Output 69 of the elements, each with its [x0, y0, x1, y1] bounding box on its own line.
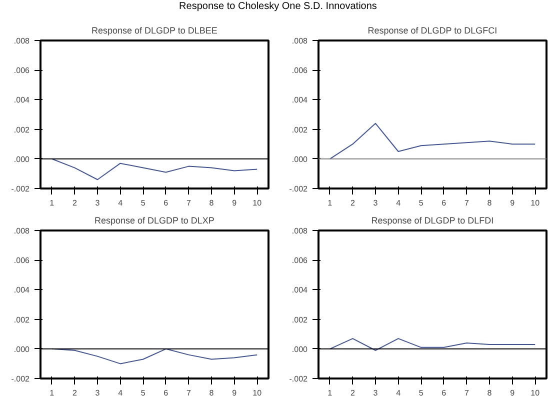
y-tick-label: .004 — [292, 286, 308, 295]
x-tick-label: 3 — [373, 198, 378, 208]
y-tick-label: .008 — [14, 226, 30, 236]
y-tick-label: -.002 — [289, 184, 308, 194]
x-tick-label: 9 — [232, 198, 238, 208]
x-tick-label: 10 — [530, 198, 540, 208]
x-tick-label: 10 — [530, 388, 540, 398]
chart-title: Response of DLGDP to DLXP — [94, 216, 214, 226]
x-tick-label: 10 — [252, 198, 262, 208]
x-tick-label: 8 — [209, 198, 214, 208]
y-tick-label: .008 — [292, 226, 308, 236]
x-tick-label: 5 — [140, 198, 146, 208]
y-tick-label: .004 — [14, 96, 30, 105]
y-tick-label: .008 — [14, 36, 30, 46]
x-tick-label: 3 — [95, 388, 100, 398]
x-tick-label: 9 — [510, 388, 516, 398]
x-tick-label: 10 — [252, 388, 262, 398]
y-tick-label: .006 — [14, 66, 30, 76]
x-tick-label: 1 — [50, 198, 55, 208]
x-tick-label: 6 — [164, 388, 169, 398]
y-tick-label: .002 — [292, 125, 308, 134]
x-tick-label: 8 — [209, 388, 214, 398]
chart-title: Response of DLGDP to DLGFCI — [368, 26, 498, 36]
x-tick-label: 7 — [186, 388, 192, 398]
x-tick-label: 5 — [418, 388, 424, 398]
x-tick-label: 1 — [328, 198, 333, 208]
x-tick-label: 7 — [186, 198, 192, 208]
text: Response to Cholesky One S.D. Innovations — [179, 0, 377, 14]
x-tick-label: 9 — [232, 388, 238, 398]
x-tick-label: 3 — [95, 198, 100, 208]
x-tick-label: 4 — [396, 198, 402, 208]
y-tick-label: -.002 — [11, 184, 30, 194]
x-tick-label: 1 — [50, 388, 55, 398]
x-tick-label: 4 — [118, 388, 124, 398]
chart-title: Response of DLGDP to DLBEE — [91, 26, 218, 36]
x-tick-label: 2 — [72, 198, 78, 208]
y-tick-label: .004 — [292, 96, 308, 105]
x-tick-label: 8 — [487, 388, 492, 398]
y-tick-label: .006 — [292, 66, 308, 76]
y-tick-label: .000 — [14, 344, 30, 354]
y-tick-label: .004 — [14, 286, 30, 295]
x-tick-label: 4 — [118, 198, 124, 208]
y-tick-label: .002 — [292, 315, 308, 324]
x-tick-label: 7 — [464, 198, 470, 208]
x-tick-label: 1 — [328, 388, 333, 398]
y-tick-label: .006 — [292, 256, 308, 266]
x-tick-label: 2 — [350, 198, 356, 208]
x-tick-label: 9 — [510, 198, 516, 208]
y-tick-label: .008 — [292, 36, 308, 46]
x-tick-label: 7 — [464, 388, 470, 398]
y-tick-label: .002 — [14, 315, 30, 324]
x-tick-label: 4 — [396, 388, 402, 398]
x-tick-label: 6 — [442, 388, 447, 398]
y-tick-label: .006 — [14, 256, 30, 266]
x-tick-label: 3 — [373, 388, 378, 398]
y-tick-label: -.002 — [11, 374, 30, 384]
x-tick-label: 6 — [164, 198, 169, 208]
y-tick-label: .000 — [292, 154, 308, 164]
y-tick-label: .002 — [14, 125, 30, 134]
y-tick-label: -.002 — [289, 374, 308, 384]
chart-title: Response of DLGDP to DLFDI — [371, 216, 494, 226]
x-tick-label: 5 — [418, 198, 424, 208]
y-tick-label: .000 — [14, 154, 30, 164]
x-tick-label: 2 — [350, 388, 356, 398]
y-tick-label: .000 — [292, 344, 308, 354]
x-tick-label: 2 — [72, 388, 78, 398]
x-tick-label: 8 — [487, 198, 492, 208]
x-tick-label: 6 — [442, 198, 447, 208]
x-tick-label: 5 — [140, 388, 146, 398]
